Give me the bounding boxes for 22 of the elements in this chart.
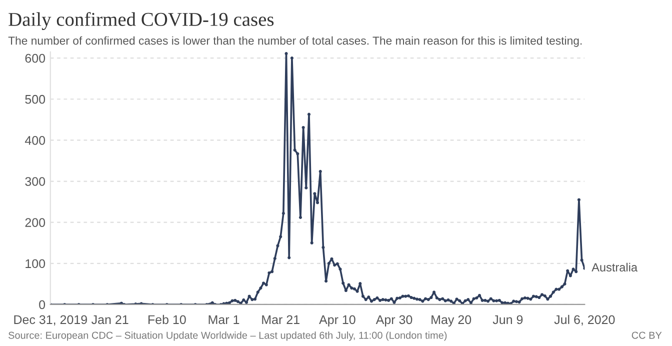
y-tick-label: 600 — [25, 54, 46, 63]
x-tick-label: Jan 21 — [92, 315, 128, 324]
x-tick-label: Jun 9 — [492, 315, 523, 324]
x-tick-label: Dec 31, 2019 — [14, 315, 87, 326]
x-tick-label: Mar 21 — [262, 315, 300, 324]
x-tick-label: May 20 — [432, 315, 472, 327]
text: CC BY — [632, 332, 662, 339]
chart-subtitle: The number of confirmed cases is lower than the number of total cases. The main reason for this is limited testing. — [8, 36, 582, 47]
y-tick-label: 500 — [25, 94, 46, 104]
y-tick-label: 300 — [25, 177, 46, 186]
y-tick-label: 100 — [26, 259, 46, 268]
chart-title: Daily confirmed COVID-19 cases — [8, 12, 274, 30]
y-tick-label: 0 — [39, 300, 46, 310]
x-tick-label: Mar 1 — [208, 315, 240, 324]
x-tick-label: Apr 10 — [319, 315, 356, 327]
x-tick-label: Apr 30 — [376, 315, 412, 327]
x-tick-label: Feb 10 — [148, 314, 186, 324]
series-label: Australia — [592, 262, 638, 272]
y-tick-label: 400 — [24, 136, 46, 145]
x-tick-label: Jul 6, 2020 — [554, 314, 615, 326]
y-tick-label: 200 — [25, 218, 46, 227]
source-note: Source: European CDC – Situation Update Worldwide – Last updated 6th July, 11:00 (London time) — [8, 331, 447, 341]
